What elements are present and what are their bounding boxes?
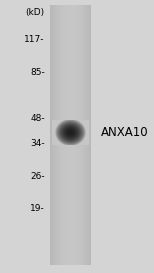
Text: (kD): (kD) [26, 8, 45, 17]
Text: 19-: 19- [30, 204, 45, 213]
Text: 85-: 85- [30, 68, 45, 77]
Text: ANXA10: ANXA10 [101, 126, 148, 139]
Text: 34-: 34- [30, 139, 45, 148]
Text: 48-: 48- [30, 114, 45, 123]
Text: 26-: 26- [30, 172, 45, 180]
Text: 117-: 117- [24, 35, 45, 44]
